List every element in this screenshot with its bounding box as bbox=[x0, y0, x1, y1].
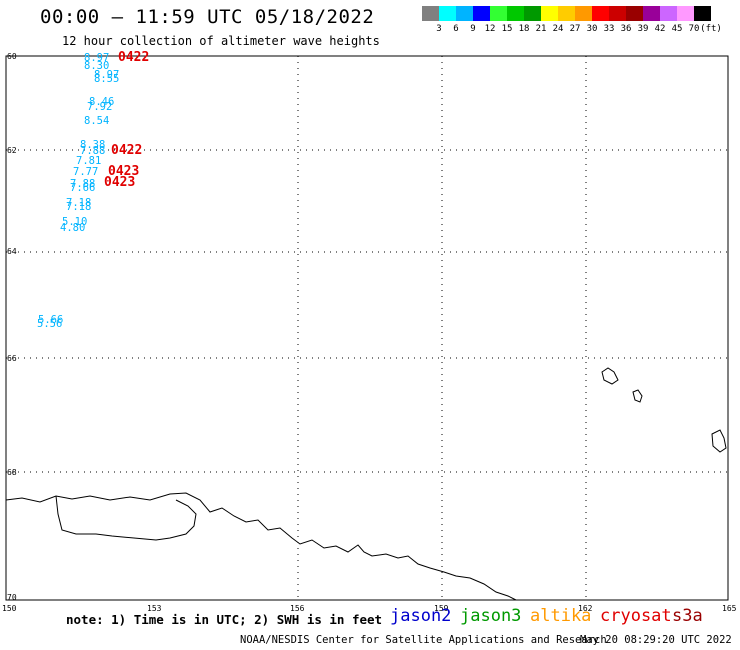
pass-time-label: 0423 bbox=[104, 175, 136, 190]
legend-label: 24 bbox=[552, 24, 564, 34]
legend-swatch bbox=[524, 6, 541, 21]
legend-swatch bbox=[643, 6, 660, 21]
latitude-label: 64 bbox=[7, 247, 17, 256]
satellite-jason3: jason3 bbox=[460, 606, 522, 626]
longitude-label: 156 bbox=[290, 604, 305, 613]
legend-label: 42 bbox=[654, 24, 666, 34]
latitude-label: 70 bbox=[7, 593, 17, 602]
satellite-s3a: s3a bbox=[672, 606, 703, 626]
legend-label: 36 bbox=[620, 24, 632, 34]
legend-swatch bbox=[439, 6, 456, 21]
wave-height-label: 7.66 bbox=[70, 182, 96, 194]
wave-height-label: 4.80 bbox=[60, 222, 86, 234]
wave-height-label: 8.97 bbox=[94, 69, 120, 81]
legend-swatch bbox=[490, 6, 507, 21]
legend-swatch bbox=[507, 6, 524, 21]
legend-swatch bbox=[626, 6, 643, 21]
wave-height-label: 5.10 bbox=[62, 216, 88, 228]
graticule bbox=[6, 56, 728, 600]
legend-swatch bbox=[558, 6, 575, 21]
wave-height-label: 8.38 bbox=[80, 139, 106, 151]
credit-line: NOAA/NESDIS Center for Satellite Applica… bbox=[240, 634, 607, 646]
longitude-label: 153 bbox=[147, 604, 162, 613]
legend-swatch bbox=[456, 6, 473, 21]
coastline bbox=[5, 367, 727, 601]
legend-swatch bbox=[660, 6, 677, 21]
longitude-label: 150 bbox=[2, 604, 17, 613]
satellite-jason2: jason2 bbox=[390, 606, 452, 626]
legend-swatch bbox=[592, 6, 609, 21]
latitude-label: 66 bbox=[7, 354, 17, 363]
wave-height-label: 5.66 bbox=[38, 314, 64, 326]
legend-label: 39 bbox=[637, 24, 649, 34]
footer-note: note: 1) Time is in UTC; 2) SWH is in fe… bbox=[66, 612, 383, 627]
satellite-cryosat: cryosat bbox=[600, 606, 672, 626]
pass-time-label: 0422 bbox=[118, 50, 150, 65]
generated-timestamp: May 20 08:29:20 UTC 2022 bbox=[580, 634, 732, 646]
wave-height-label: 8.97 bbox=[84, 52, 110, 64]
legend-label: 12 bbox=[484, 24, 496, 34]
legend-swatch bbox=[677, 6, 694, 21]
peninsula-coast bbox=[55, 495, 197, 541]
legend-label: 33 bbox=[603, 24, 615, 34]
legend-label: 27 bbox=[569, 24, 581, 34]
wave-height-label: 7.88 bbox=[80, 145, 106, 157]
legend-label: 3 bbox=[436, 24, 442, 34]
wave-height-label: 8.30 bbox=[84, 60, 110, 72]
wave-height-label: 7.18 bbox=[66, 201, 92, 213]
pass-time-label: 0423 bbox=[108, 164, 140, 179]
island-2 bbox=[632, 389, 643, 403]
pass-time-label: 0422 bbox=[111, 143, 143, 158]
legend-swatch bbox=[609, 6, 626, 21]
legend-label: 9 bbox=[470, 24, 476, 34]
latitude-label: 68 bbox=[7, 468, 17, 477]
wave-height-label: 7.92 bbox=[87, 101, 113, 113]
map-frame bbox=[5, 55, 729, 601]
wave-height-label: 5.56 bbox=[37, 318, 63, 330]
page-subtitle: 12 hour collection of altimeter wave hei… bbox=[62, 34, 380, 48]
longitude-label: 162 bbox=[578, 604, 593, 613]
wave-height-label: 8.55 bbox=[94, 73, 120, 85]
wave-height-label: 8.46 bbox=[89, 96, 115, 108]
legend-label: 6 bbox=[453, 24, 459, 34]
legend-label: 21 bbox=[535, 24, 547, 34]
wave-height-label: 7.81 bbox=[76, 155, 102, 167]
island-1 bbox=[601, 367, 619, 385]
legend-label: (ft) bbox=[700, 24, 722, 34]
legend-label: 70 bbox=[688, 24, 700, 34]
island-3 bbox=[711, 429, 727, 453]
wave-height-label: 8.54 bbox=[84, 115, 110, 127]
mainland-coast bbox=[5, 492, 517, 601]
wave-height-label: 7.88 bbox=[70, 178, 96, 190]
legend-swatch bbox=[575, 6, 592, 21]
legend-label: 30 bbox=[586, 24, 598, 34]
longitude-label: 159 bbox=[434, 604, 449, 613]
latitude-label: 60 bbox=[7, 52, 17, 61]
legend-swatch bbox=[422, 6, 439, 21]
latitude-label: 62 bbox=[7, 146, 17, 155]
legend-label: 15 bbox=[501, 24, 513, 34]
legend-swatch bbox=[694, 6, 711, 21]
satellite-altika: altika bbox=[530, 606, 592, 626]
wave-height-label: 7.18 bbox=[66, 197, 92, 209]
legend-label: 18 bbox=[518, 24, 530, 34]
legend-swatch bbox=[473, 6, 490, 21]
page-title: 00:00 – 11:59 UTC 05/18/2022 bbox=[40, 6, 375, 28]
legend-swatch bbox=[541, 6, 558, 21]
legend-label: 45 bbox=[671, 24, 683, 34]
longitude-label: 165 bbox=[722, 604, 737, 613]
wave-height-label: 7.77 bbox=[73, 166, 99, 178]
